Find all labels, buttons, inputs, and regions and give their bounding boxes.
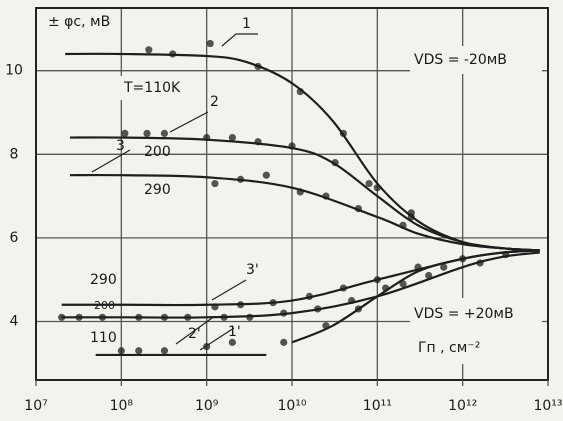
data-point xyxy=(399,280,407,288)
data-point xyxy=(399,221,407,229)
data-point xyxy=(296,87,304,96)
data-point xyxy=(414,263,422,271)
data-point xyxy=(373,276,381,284)
curve-label: 1 xyxy=(242,16,251,32)
data-point xyxy=(117,347,125,355)
temperature-label: 290 xyxy=(144,182,171,198)
y-tick-label: 10 xyxy=(5,63,23,79)
y-tick-label: 4 xyxy=(10,313,19,329)
data-point xyxy=(476,259,484,267)
leader-line xyxy=(169,111,209,133)
x-tick-label: 10¹³ xyxy=(533,398,562,414)
data-point xyxy=(348,296,356,305)
data-point xyxy=(220,313,228,321)
leader-line xyxy=(91,149,131,173)
data-point xyxy=(322,192,330,200)
data-point xyxy=(314,305,322,313)
data-point xyxy=(331,159,339,167)
data-point xyxy=(440,263,448,271)
data-point xyxy=(296,188,304,196)
data-point xyxy=(237,301,245,309)
annotation: VDS = -20мВ xyxy=(414,52,507,68)
leader-line xyxy=(221,33,237,47)
x-tick-label: 10⁹ xyxy=(195,398,219,414)
temperature-label: 200 xyxy=(144,144,171,160)
data-point xyxy=(228,133,236,142)
y-tick-label: 6 xyxy=(10,230,19,246)
data-point xyxy=(121,129,129,137)
data-point xyxy=(354,205,363,213)
data-point xyxy=(145,46,153,54)
y-tick-label: 8 xyxy=(10,146,19,162)
data-point xyxy=(203,133,211,142)
data-point xyxy=(135,347,143,355)
temperature-label: 110 xyxy=(90,330,117,346)
leader-line xyxy=(199,327,235,351)
data-point xyxy=(160,313,169,321)
temperature-label: 290 xyxy=(90,272,117,288)
annotation: Гп , см⁻² xyxy=(418,340,480,356)
curve-label: 2 xyxy=(210,94,219,110)
data-point xyxy=(322,322,330,330)
data-point xyxy=(425,271,433,280)
data-point xyxy=(280,309,288,317)
leader-line xyxy=(211,279,247,301)
leader-line xyxy=(175,317,213,345)
data-point xyxy=(211,179,219,188)
curve-label: 3 xyxy=(116,138,125,154)
data-point xyxy=(75,313,83,321)
data-point xyxy=(160,347,169,355)
data-point xyxy=(135,313,143,321)
data-point xyxy=(373,184,381,192)
data-point xyxy=(407,209,415,217)
data-point xyxy=(502,251,510,259)
data-point xyxy=(254,62,262,71)
x-tick-label: 10⁷ xyxy=(24,398,47,414)
data-point xyxy=(288,142,296,150)
curve-label: 3' xyxy=(246,262,259,278)
data-point xyxy=(58,313,66,321)
curve-label: 2' xyxy=(188,326,201,342)
data-point xyxy=(305,292,314,301)
data-point xyxy=(169,50,177,58)
data-point xyxy=(269,299,277,307)
annotation: VDS = +20мВ xyxy=(414,306,514,322)
data-point xyxy=(160,129,169,137)
x-tick-label: 10¹² xyxy=(448,398,477,414)
x-tick-label: 10⁸ xyxy=(110,398,134,414)
data-point xyxy=(246,313,254,321)
data-point xyxy=(98,313,107,321)
x-tick-label: 10¹¹ xyxy=(363,398,392,414)
label-bg xyxy=(410,298,542,364)
curve xyxy=(69,173,540,252)
data-point xyxy=(184,313,192,321)
x-tick-label: 10¹⁰ xyxy=(277,398,306,414)
curve-label: 1' xyxy=(228,324,241,340)
data-point xyxy=(339,129,347,137)
data-point xyxy=(228,338,236,346)
data-point xyxy=(262,171,270,179)
data-point xyxy=(354,305,363,313)
label-bg xyxy=(410,46,542,74)
data-point xyxy=(254,138,262,146)
data-point xyxy=(211,303,219,311)
data-point xyxy=(365,179,373,188)
y-axis-label: ± φc, мВ xyxy=(48,14,110,30)
label-bg xyxy=(118,76,200,100)
annotation: T=110K xyxy=(123,80,181,96)
data-point xyxy=(143,129,151,137)
data-point xyxy=(206,39,214,48)
data-point xyxy=(280,338,288,346)
data-point xyxy=(339,284,347,292)
curves xyxy=(58,39,540,357)
data-point xyxy=(237,175,245,183)
